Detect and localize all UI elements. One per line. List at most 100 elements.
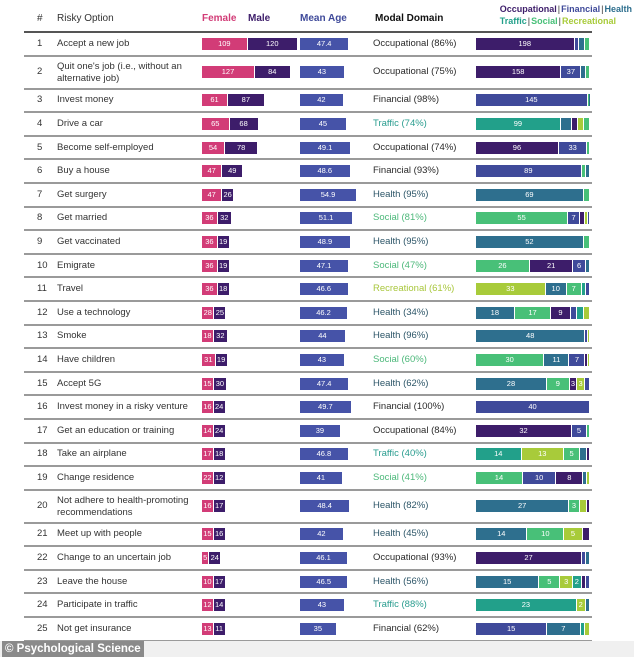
risky-option-label: Buy a house bbox=[57, 165, 110, 177]
risky-option-label: Take an airplane bbox=[57, 448, 127, 460]
domain-segment-occupational: 9 bbox=[551, 306, 570, 319]
modal-domain-label: Health (34%) bbox=[373, 306, 429, 318]
legend-separator: | bbox=[527, 16, 531, 26]
female-count-bar: 13 bbox=[202, 622, 213, 635]
legend-item-financial: Financial bbox=[561, 4, 601, 14]
domain-segment-social bbox=[587, 94, 589, 107]
mean-age-bar: 44 bbox=[300, 330, 345, 343]
male-count-bar: 32 bbox=[213, 330, 227, 343]
female-count-bar: 16 bbox=[202, 401, 213, 414]
domain-segment-social: 26 bbox=[476, 259, 529, 272]
modal-domain-label: Health (56%) bbox=[373, 575, 429, 587]
domain-segment-health: 11 bbox=[544, 353, 569, 366]
modal-domain-label: Social (41%) bbox=[373, 471, 427, 483]
header-risky-option: Risky Option bbox=[57, 13, 114, 24]
male-count-bar: 17 bbox=[213, 500, 225, 513]
risky-option-label: Travel bbox=[57, 283, 84, 295]
female-count-bar: 127 bbox=[202, 66, 255, 79]
domain-segment-financial: 40 bbox=[476, 401, 589, 414]
domain-segment-occupational bbox=[586, 448, 589, 461]
domain-segment-occupational: 3 bbox=[569, 377, 577, 390]
risky-option-label: Get an education or training bbox=[57, 424, 175, 436]
table-row: 1 Accept a new job 109 120 47.4 Occupational … bbox=[24, 33, 592, 57]
table-row: 23 Leave the house 10 17 46.5 Health (56%) 15 5… bbox=[24, 571, 592, 595]
male-count-bar: 25 bbox=[214, 306, 226, 319]
male-count-bar: 18 bbox=[213, 448, 225, 461]
domain-segment-financial bbox=[582, 552, 586, 565]
row-number: 19 bbox=[37, 471, 48, 483]
domain-segment-recreational bbox=[587, 330, 589, 343]
table-row: 8 Get married 36 32 51.1 Social (81%) 55 7 bbox=[24, 208, 592, 232]
female-count-bar: 36 bbox=[202, 235, 217, 248]
modal-domain-label: Social (60%) bbox=[373, 353, 427, 365]
modal-domain-label: Occupational (86%) bbox=[373, 37, 457, 49]
male-count-bar: 120 bbox=[247, 37, 297, 50]
table-row: 20 Not adhere to health-promoting recomme… bbox=[24, 491, 592, 524]
domain-segment-social bbox=[584, 117, 589, 130]
domain-segment-social bbox=[583, 235, 589, 248]
domain-segment-financial bbox=[588, 212, 590, 225]
modal-domain-label: Social (47%) bbox=[373, 259, 427, 271]
modal-domain-label: Occupational (93%) bbox=[373, 552, 457, 564]
domain-segment-financial: 145 bbox=[476, 94, 587, 107]
table-row: 17 Get an education or training 14 24 39 Occu… bbox=[24, 420, 592, 444]
female-count-bar: 15 bbox=[202, 377, 213, 390]
legend-item-traffic: Traffic bbox=[499, 16, 527, 26]
risky-option-label: Accept 5G bbox=[57, 377, 102, 389]
header-modal-domain: Modal Domain bbox=[375, 13, 444, 24]
row-number: 1 bbox=[37, 37, 43, 49]
modal-domain-label: Traffic (40%) bbox=[373, 448, 427, 460]
mean-age-bar: 48.4 bbox=[300, 500, 350, 513]
female-count-bar: 36 bbox=[202, 212, 217, 225]
domain-segment-recreational: 3 bbox=[560, 575, 573, 588]
row-number: 20 bbox=[37, 500, 48, 512]
domain-segment-recreational: 3 bbox=[577, 377, 584, 390]
mean-age-bar: 46.1 bbox=[300, 552, 348, 565]
domain-segment-health: 18 bbox=[476, 306, 514, 319]
row-number: 16 bbox=[37, 401, 48, 413]
row-number: 24 bbox=[37, 599, 48, 611]
mean-age-bar: 43 bbox=[300, 599, 344, 612]
legend-item-social: Social bbox=[531, 16, 558, 26]
row-number: 15 bbox=[37, 377, 48, 389]
table-row: 14 Have children 31 19 43 Social (60%) 30 11 7 bbox=[24, 349, 592, 373]
domain-segment-social bbox=[581, 165, 586, 178]
female-count-bar: 22 bbox=[202, 471, 213, 484]
domain-segment-recreational bbox=[585, 622, 589, 635]
table-header: # Risky Option Female Male Mean Age Moda… bbox=[24, 0, 632, 33]
domain-segment-health: 7 bbox=[547, 622, 580, 635]
domain-segment-financial bbox=[585, 330, 587, 343]
risky-option-label: Participate in traffic bbox=[57, 599, 138, 611]
domain-segment-health bbox=[560, 117, 571, 130]
domain-segment-traffic: 2 bbox=[573, 575, 581, 588]
table-row: 25 Not get insurance 13 11 35 Financial (62%)… bbox=[24, 618, 592, 642]
table-row: 3 Invest money 61 87 42 Financial (98%) 145 bbox=[24, 90, 592, 114]
domain-segment-occupational: 21 bbox=[529, 259, 573, 272]
domain-segment-health bbox=[579, 37, 584, 50]
row-number: 7 bbox=[37, 188, 43, 200]
table-row: 9 Get vaccinated 36 19 48.9 Health (95%) 52 bbox=[24, 231, 592, 255]
domain-segment-health: 69 bbox=[476, 188, 583, 201]
domain-segment-occupational bbox=[586, 500, 589, 513]
domain-segment-recreational: 2 bbox=[576, 599, 585, 612]
footer: © Psychological Science bbox=[0, 641, 634, 657]
risky-option-label: Get married bbox=[57, 212, 108, 224]
domain-segment-health bbox=[581, 66, 585, 79]
domain-segment-occupational bbox=[582, 528, 589, 541]
female-count-bar: 36 bbox=[202, 259, 217, 272]
female-count-bar: 47 bbox=[202, 188, 222, 201]
female-count-bar: 15 bbox=[202, 528, 213, 541]
male-count-bar: 11 bbox=[213, 622, 225, 635]
male-count-bar: 32 bbox=[217, 212, 231, 225]
row-number: 18 bbox=[37, 448, 48, 460]
mean-age-bar: 47.4 bbox=[300, 37, 349, 50]
domain-segment-social: 3 bbox=[569, 500, 579, 513]
domain-segment-recreational bbox=[584, 212, 588, 225]
row-number: 17 bbox=[37, 424, 48, 436]
row-number: 23 bbox=[37, 575, 48, 587]
modal-domain-label: Traffic (88%) bbox=[373, 599, 427, 611]
domain-segment-financial: 33 bbox=[558, 141, 587, 154]
mean-age-bar: 45 bbox=[300, 117, 346, 130]
male-count-bar: 19 bbox=[217, 259, 229, 272]
domain-segment-social bbox=[587, 424, 589, 437]
